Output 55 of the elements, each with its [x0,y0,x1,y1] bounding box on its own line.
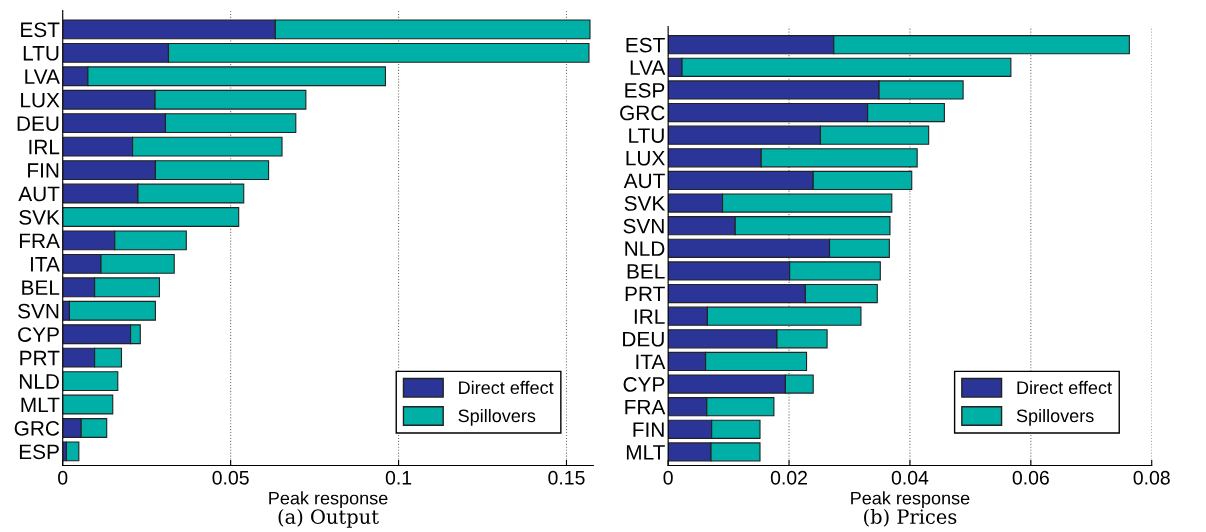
y-tick-label: BEL [22,280,60,295]
legend-label: Spillovers [458,408,536,426]
y-tick-label: LTU [23,46,59,61]
x-axis-title: Peak response [851,491,970,509]
legend-label: Direct effect [1017,380,1112,395]
y-tick-label: MLT [21,397,60,413]
y-tick-label: LUX [626,151,665,166]
text: (a) Output [278,508,379,528]
x-tick-label: 0.1 [385,470,412,485]
x-tick-label: 0.02 [770,470,807,485]
y-tick-label: PRT [20,350,60,366]
x-tick-label: 0.05 [212,470,249,485]
y-tick-label: CYP [623,377,665,392]
y-tick-label: IRL [634,309,665,324]
y-tick-label: ITA [636,354,666,369]
x-tick-label: 0.06 [1012,470,1049,485]
y-tick-label: PRT [625,286,665,302]
y-tick-label: SVK [19,209,60,225]
legend-label: Spillovers [1016,408,1094,426]
y-tick-label: DEU [623,332,664,347]
y-tick-label: NLD [625,241,665,256]
y-tick-label: LVA [25,69,60,84]
y-tick-label: AUT [623,173,665,189]
x-tick-label: 0.15 [548,470,585,485]
x-tick-label: 0.04 [891,470,929,485]
y-tick-label: DEU [17,116,59,131]
y-tick-label: AUT [18,186,60,202]
y-tick-label: SVN [18,303,59,319]
x-axis-title: Peak response [269,491,388,509]
y-tick-label: GRC [14,420,60,436]
y-tick-label: BEL [627,264,665,279]
x-tick-label: 0 [663,470,673,485]
y-tick-label: ITA [30,257,60,272]
y-tick-label: ESP [625,82,665,98]
y-tick-label: GRC [620,105,665,121]
x-tick-label: 0.08 [1133,470,1170,485]
y-tick-label: MLT [626,445,665,460]
y-tick-label: LUX [21,92,60,108]
y-tick-label: IRL [29,139,60,155]
y-tick-label: FRA [19,233,60,248]
y-tick-label: NLD [19,374,59,389]
y-tick-label: SVN [623,218,664,234]
y-tick-label: FIN [28,163,59,178]
x-tick-label: 0 [58,470,68,485]
y-tick-label: EST [21,22,60,38]
y-tick-label: LVA [630,60,666,75]
text: (b) Prices [864,508,957,527]
y-tick-label: FIN [633,422,664,437]
y-tick-label: CYP [18,327,59,342]
y-tick-label: ESP [19,444,59,460]
y-tick-label: EST [626,37,665,53]
y-tick-label: SVK [624,196,666,211]
legend-label: Direct effect [459,380,554,395]
y-tick-label: FRA [625,399,666,415]
y-tick-label: LTU [629,128,664,143]
